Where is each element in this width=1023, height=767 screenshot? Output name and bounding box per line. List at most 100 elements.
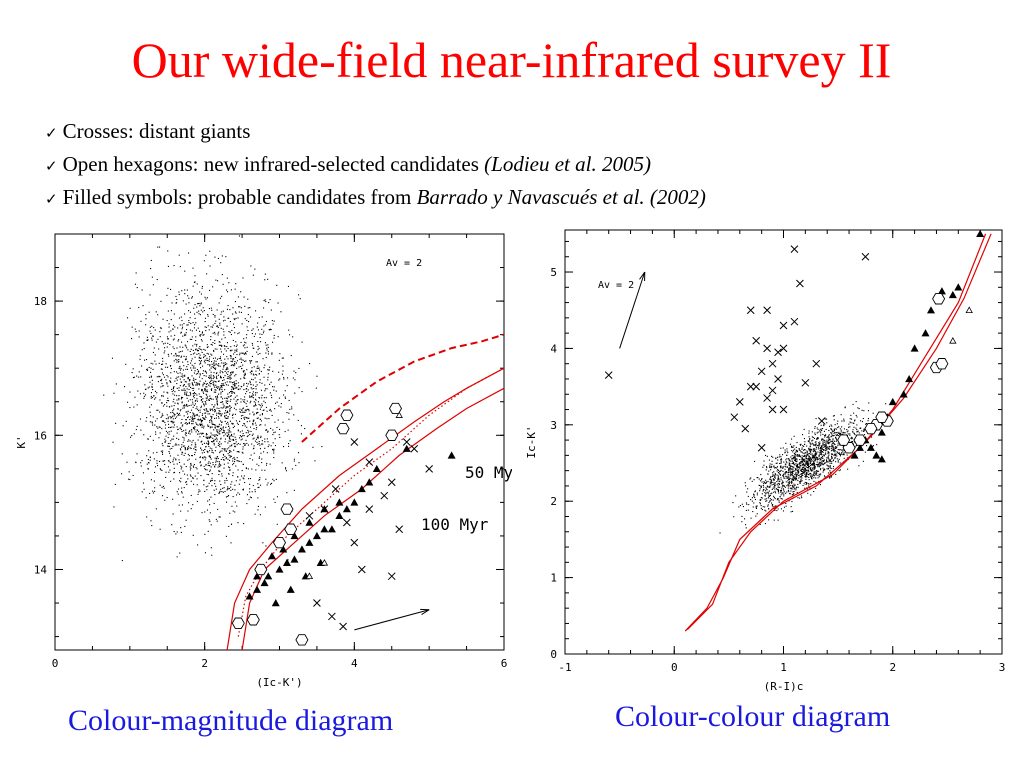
field-star-dot (267, 441, 269, 443)
field-star-dot (222, 429, 224, 431)
field-star-dot (199, 305, 201, 307)
field-star-dot (250, 430, 252, 432)
field-star-dot (259, 448, 261, 450)
field-star-dot (844, 406, 846, 408)
field-star-dot (165, 471, 167, 473)
field-star-dot (252, 423, 254, 425)
field-star-dot (213, 372, 215, 374)
field-star-dot (231, 391, 233, 393)
field-star-dot (156, 409, 158, 411)
field-star-dot (865, 423, 867, 425)
field-star-dot (258, 317, 260, 319)
field-star-dot (272, 434, 274, 436)
field-star-dot (219, 413, 221, 415)
field-star-dot (825, 434, 827, 436)
field-star-dot (233, 392, 235, 394)
field-star-dot (206, 372, 208, 374)
field-star-dot (204, 511, 206, 513)
field-star-dot (182, 385, 184, 387)
field-star-dot (240, 357, 242, 359)
field-star-dot (198, 353, 200, 355)
field-star-dot (804, 470, 806, 472)
field-star-dot (276, 496, 278, 498)
field-star-dot (793, 476, 795, 478)
field-star-dot (246, 382, 248, 384)
field-star-dot (227, 291, 229, 293)
x-axis-label: (R-I)c (764, 680, 804, 693)
field-star-dot (810, 465, 812, 467)
field-star-dot (805, 475, 807, 477)
field-star-dot (215, 363, 217, 365)
field-star-dot (194, 446, 196, 448)
field-star-dot (183, 355, 185, 357)
field-star-dot (206, 383, 208, 385)
field-star-dot (222, 372, 224, 374)
field-star-dot (208, 482, 210, 484)
field-star-dot (244, 372, 246, 374)
field-star-dot (206, 273, 208, 275)
field-star-dot (175, 352, 177, 354)
field-star-dot (829, 460, 831, 462)
field-star-dot (803, 449, 805, 451)
open-hexagon-marker (295, 634, 309, 646)
field-star-dot (139, 358, 141, 360)
field-star-dot (188, 310, 190, 312)
field-star-dot (228, 392, 230, 394)
field-star-dot (177, 493, 179, 495)
field-star-dot (206, 297, 208, 299)
field-star-dot (811, 431, 813, 433)
field-star-dot (193, 420, 195, 422)
field-star-dot (858, 465, 860, 467)
field-star-dot (223, 366, 225, 368)
field-star-dot (767, 505, 769, 507)
field-star-dot (223, 331, 225, 333)
field-star-dot (219, 446, 221, 448)
field-star-dot (786, 475, 788, 477)
field-star-dot (188, 320, 190, 322)
field-star-dot (251, 333, 253, 335)
field-star-dot (225, 414, 227, 416)
field-star-dot (818, 457, 820, 459)
field-star-dot (768, 470, 770, 472)
field-star-dot (290, 355, 292, 357)
field-star-dot (788, 485, 790, 487)
field-star-dot (789, 493, 791, 495)
field-star-dot (173, 355, 175, 357)
field-star-dot (795, 464, 797, 466)
field-star-dot (179, 365, 181, 367)
field-star-dot (223, 454, 225, 456)
field-star-dot (754, 490, 756, 492)
field-star-dot (208, 399, 210, 401)
field-star-dot (173, 408, 175, 410)
field-star-dot (197, 410, 199, 412)
field-star-dot (204, 388, 206, 390)
field-star-dot (822, 443, 824, 445)
field-star-dot (213, 367, 215, 369)
field-star-dot (791, 471, 793, 473)
field-star-dot (198, 360, 200, 362)
field-star-dot (829, 441, 831, 443)
field-star-dot (273, 389, 275, 391)
field-star-dot (181, 350, 183, 352)
field-star-dot (240, 341, 242, 343)
field-star-dot (168, 423, 170, 425)
field-star-dot (806, 460, 808, 462)
field-star-dot (139, 418, 141, 420)
field-star-dot (768, 508, 770, 510)
field-star-dot (260, 424, 262, 426)
field-star-dot (232, 413, 234, 415)
field-star-dot (786, 462, 788, 464)
field-star-dot (774, 490, 776, 492)
field-star-dot (191, 418, 193, 420)
field-star-dot (270, 427, 272, 429)
filled-triangle-marker (245, 592, 254, 600)
field-star-dot (814, 453, 816, 455)
field-star-dot (281, 462, 283, 464)
field-star-dot (775, 457, 777, 459)
field-star-dot (172, 346, 174, 348)
filled-triangle-marker (335, 498, 344, 506)
field-star-dot (777, 485, 779, 487)
field-star-dot (829, 437, 831, 439)
field-star-dot (839, 444, 841, 446)
field-star-dot (759, 488, 761, 490)
